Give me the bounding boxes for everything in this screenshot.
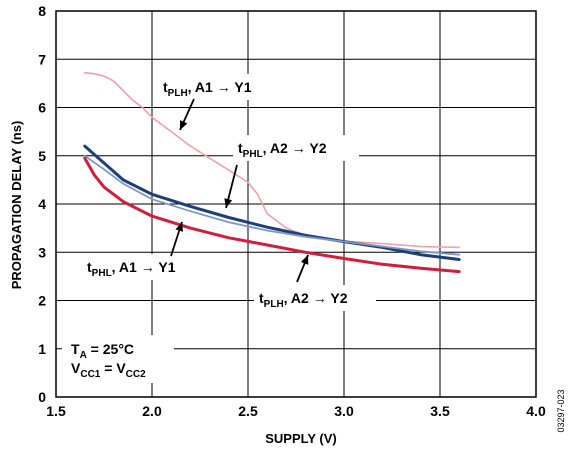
callout-box-tplh-a1-y1	[158, 74, 280, 100]
annotation-tplh-a1-y1: tPLH, A1 → Y1	[163, 79, 252, 99]
callout-arrowhead	[300, 255, 309, 265]
figure-id: 03297-023	[556, 389, 566, 432]
x-tick-label: 2.5	[238, 403, 258, 419]
x-tick-label: 2.0	[142, 403, 162, 419]
annotation-tplh-a2-y2: tPLH, A2 → Y2	[259, 290, 348, 310]
y-tick-label: 3	[38, 244, 46, 260]
y-axis-title: PROPAGATION DELAY (ns)	[9, 121, 24, 290]
y-tick-label: 4	[38, 196, 46, 212]
annotation-tphl-a2-y2: tPHL, A2 → Y2	[238, 140, 327, 160]
annotation-tphl-a1-y1: tPHL, A1 → Y1	[87, 259, 176, 279]
callout-box-tphl-a1-y1	[82, 254, 206, 280]
y-tick-label: 8	[38, 3, 46, 19]
callout-arrowhead	[224, 198, 233, 208]
x-tick-label: 1.5	[46, 403, 66, 419]
annotation-temperature: TA = 25°C	[71, 341, 134, 361]
callout-arrows	[170, 98, 309, 283]
y-tick-label: 1	[38, 341, 46, 357]
annotation-supply-condition: VCC1 = VCC2	[71, 360, 146, 380]
tick-labels: 1.5 2.0 2.5 3.0 3.5 4.0 0 1 2 3 4 5 6 7 8	[38, 3, 546, 419]
y-tick-label: 5	[38, 148, 46, 164]
x-axis-title: SUPPLY (V)	[265, 431, 337, 446]
plot-frame	[55, 10, 537, 398]
x-tick-label: 3.5	[430, 403, 450, 419]
x-tick-label: 4.0	[526, 403, 546, 419]
y-tick-label: 2	[38, 293, 46, 309]
y-tick-label: 0	[38, 389, 46, 405]
y-tick-label: 6	[38, 100, 46, 116]
callout-box-tplh-a2-y2	[254, 285, 376, 311]
x-tick-label: 3.0	[334, 403, 354, 419]
callout-arrowhead	[175, 222, 184, 232]
series-line	[83, 144, 461, 261]
callout-box-tphl-a2-y2	[233, 135, 359, 161]
conditions-box	[62, 335, 174, 383]
series-line	[83, 156, 461, 274]
callout-arrowhead	[180, 120, 188, 130]
series-line	[83, 154, 461, 256]
series-lines	[83, 72, 461, 274]
y-tick-label: 7	[38, 51, 46, 67]
